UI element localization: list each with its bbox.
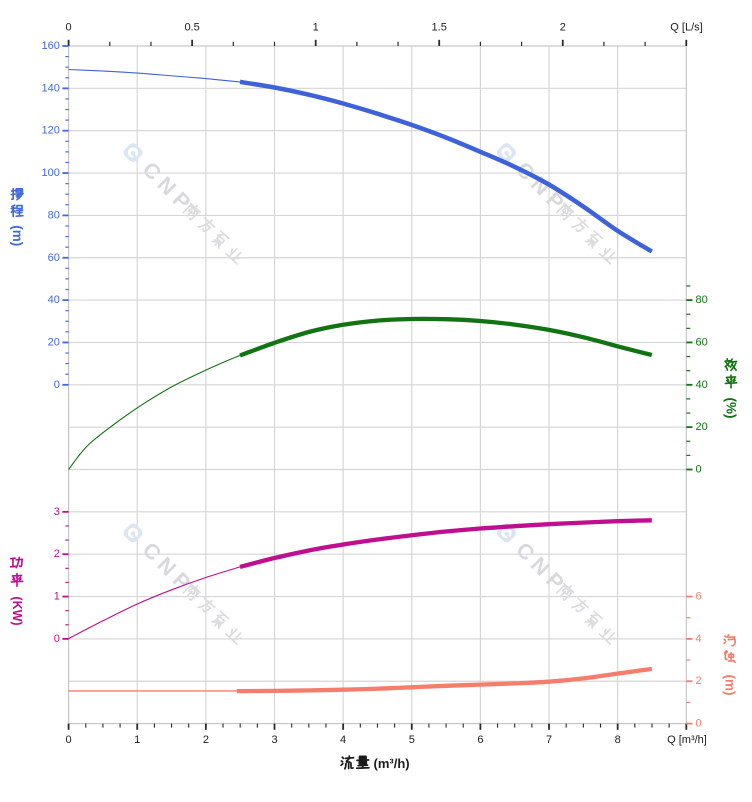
svg-text:120: 120 <box>42 125 60 137</box>
svg-text:80: 80 <box>48 209 60 221</box>
svg-text:160: 160 <box>42 40 60 52</box>
svg-text:0: 0 <box>696 718 702 730</box>
svg-text:Q [L/s]: Q [L/s] <box>670 22 702 34</box>
svg-text:2: 2 <box>696 675 702 687</box>
svg-text:1: 1 <box>134 734 140 746</box>
svg-text:(%): (%) <box>724 398 739 419</box>
svg-text:8: 8 <box>615 734 621 746</box>
svg-text:140: 140 <box>42 82 60 94</box>
svg-text:6: 6 <box>696 591 702 603</box>
svg-text:60: 60 <box>696 336 708 348</box>
svg-text:1.5: 1.5 <box>432 22 447 34</box>
svg-text:4: 4 <box>696 633 702 645</box>
svg-text:Q [m³/h]: Q [m³/h] <box>667 734 707 746</box>
svg-text:7: 7 <box>546 734 552 746</box>
svg-text:(m): (m) <box>10 225 25 246</box>
svg-text:1: 1 <box>54 591 60 603</box>
svg-text:40: 40 <box>696 379 708 391</box>
svg-text:5: 5 <box>409 734 415 746</box>
svg-text:6: 6 <box>477 734 483 746</box>
svg-text:(KW): (KW) <box>10 596 24 625</box>
svg-text:(m³/h): (m³/h) <box>374 756 410 771</box>
svg-text:0: 0 <box>66 22 72 34</box>
svg-text:80: 80 <box>696 294 708 306</box>
svg-text:0.5: 0.5 <box>184 22 199 34</box>
svg-text:(m): (m) <box>723 675 738 696</box>
svg-text:100: 100 <box>42 167 60 179</box>
svg-text:0: 0 <box>54 633 60 645</box>
svg-text:2: 2 <box>560 22 566 34</box>
svg-text:40: 40 <box>48 294 60 306</box>
svg-text:20: 20 <box>48 336 60 348</box>
svg-text:0: 0 <box>54 379 60 391</box>
svg-text:0: 0 <box>696 464 702 476</box>
svg-text:60: 60 <box>48 252 60 264</box>
svg-text:2: 2 <box>54 548 60 560</box>
svg-text:0: 0 <box>66 734 72 746</box>
svg-text:4: 4 <box>340 734 346 746</box>
svg-text:20: 20 <box>696 421 708 433</box>
svg-text:2: 2 <box>203 734 209 746</box>
svg-text:1: 1 <box>313 22 319 34</box>
svg-text:3: 3 <box>271 734 277 746</box>
svg-text:3: 3 <box>54 506 60 518</box>
